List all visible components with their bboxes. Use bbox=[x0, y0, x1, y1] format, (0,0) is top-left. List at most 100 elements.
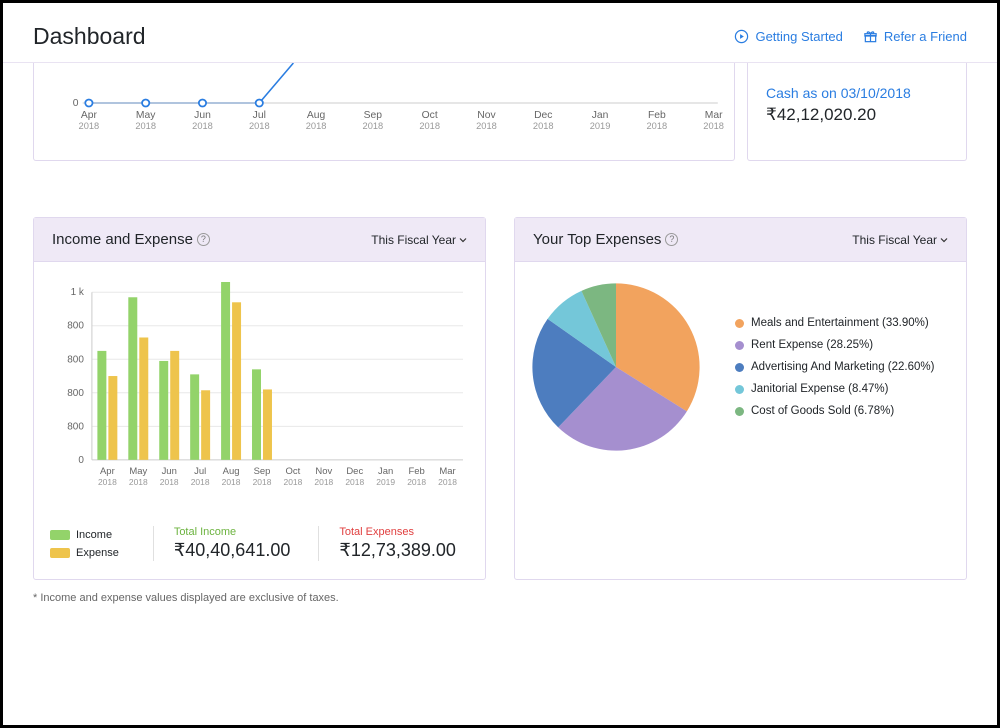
footnote: * Income and expense values displayed ar… bbox=[33, 592, 967, 604]
pie-chart bbox=[521, 272, 711, 462]
svg-text:2018: 2018 bbox=[647, 121, 668, 131]
svg-text:2018: 2018 bbox=[98, 477, 117, 487]
svg-text:2018: 2018 bbox=[314, 477, 333, 487]
top-expenses-body: Meals and Entertainment (33.90%) Rent Exp… bbox=[515, 262, 966, 472]
svg-text:Apr: Apr bbox=[100, 466, 115, 477]
getting-started-label: Getting Started bbox=[755, 29, 842, 44]
legend-expense: Expense bbox=[50, 547, 119, 559]
pie-legend-item: Cost of Goods Sold (6.78%) bbox=[735, 405, 934, 417]
svg-text:800: 800 bbox=[67, 421, 84, 432]
svg-text:May: May bbox=[129, 466, 147, 477]
top-actions: Getting Started Refer a Friend bbox=[734, 29, 967, 44]
bar-legend: Income Expense bbox=[50, 529, 125, 559]
svg-text:2018: 2018 bbox=[135, 121, 156, 131]
top-expenses-dropdown[interactable]: This Fiscal Year bbox=[852, 233, 948, 247]
refer-friend-link[interactable]: Refer a Friend bbox=[863, 29, 967, 44]
svg-text:Mar: Mar bbox=[439, 466, 455, 477]
chevron-down-icon bbox=[940, 236, 948, 244]
income-expense-body: 08008008008001 kApr2018May2018Jun2018Jul… bbox=[34, 262, 485, 579]
total-income-value: ₹40,40,641.00 bbox=[174, 540, 291, 561]
page-title: Dashboard bbox=[33, 23, 146, 50]
pie-legend-item: Advertising And Marketing (22.60%) bbox=[735, 361, 934, 373]
svg-text:2018: 2018 bbox=[283, 477, 302, 487]
svg-text:Apr: Apr bbox=[81, 110, 98, 121]
svg-text:Dec: Dec bbox=[534, 110, 552, 121]
svg-text:Nov: Nov bbox=[315, 466, 332, 477]
svg-text:2018: 2018 bbox=[345, 477, 364, 487]
svg-text:800: 800 bbox=[67, 321, 84, 332]
pie-legend-item: Janitorial Expense (8.47%) bbox=[735, 383, 934, 395]
svg-text:Jun: Jun bbox=[194, 110, 211, 121]
svg-text:2018: 2018 bbox=[363, 121, 384, 131]
svg-text:2018: 2018 bbox=[407, 477, 426, 487]
income-expense-dropdown[interactable]: This Fiscal Year bbox=[371, 233, 467, 247]
legend-label: Advertising And Marketing (22.60%) bbox=[751, 361, 934, 373]
refer-friend-label: Refer a Friend bbox=[884, 29, 967, 44]
svg-text:Oct: Oct bbox=[422, 110, 438, 121]
svg-text:2018: 2018 bbox=[476, 121, 497, 131]
help-icon[interactable]: ? bbox=[665, 233, 678, 246]
legend-dot bbox=[735, 363, 744, 372]
svg-text:Jan: Jan bbox=[592, 110, 609, 121]
legend-dot bbox=[735, 341, 744, 350]
svg-text:May: May bbox=[136, 110, 156, 121]
line-chart-card: 0Apr2018May2018Jun2018Jul2018Aug2018Sep2… bbox=[33, 63, 735, 161]
svg-text:Dec: Dec bbox=[346, 466, 363, 477]
svg-text:Sep: Sep bbox=[364, 110, 383, 121]
svg-text:2018: 2018 bbox=[129, 477, 148, 487]
income-expense-header: Income and Expense ? This Fiscal Year bbox=[34, 218, 485, 262]
svg-text:0: 0 bbox=[73, 98, 79, 109]
svg-text:2018: 2018 bbox=[419, 121, 440, 131]
bar-footer: Income Expense Total Income ₹40,40,641.0… bbox=[50, 520, 469, 561]
legend-label: Cost of Goods Sold (6.78%) bbox=[751, 405, 894, 417]
panels-row: Income and Expense ? This Fiscal Year 08… bbox=[33, 217, 967, 580]
pie-legend-item: Rent Expense (28.25%) bbox=[735, 339, 934, 351]
help-icon[interactable]: ? bbox=[197, 233, 210, 246]
svg-text:Jul: Jul bbox=[194, 466, 206, 477]
legend-income: Income bbox=[50, 529, 119, 541]
cash-value: ₹42,12,020.20 bbox=[766, 105, 948, 125]
total-income-label: Total Income bbox=[174, 526, 291, 538]
svg-text:2018: 2018 bbox=[253, 477, 272, 487]
svg-text:800: 800 bbox=[67, 388, 84, 399]
topbar: Dashboard Getting Started Refer a Friend bbox=[3, 3, 997, 63]
play-circle-icon bbox=[734, 29, 749, 44]
getting-started-link[interactable]: Getting Started bbox=[734, 29, 842, 44]
total-expense-col: Total Expenses ₹12,73,389.00 bbox=[318, 526, 456, 561]
svg-text:2018: 2018 bbox=[79, 121, 100, 131]
income-swatch bbox=[50, 530, 70, 540]
svg-text:2018: 2018 bbox=[160, 477, 179, 487]
svg-text:2018: 2018 bbox=[438, 477, 457, 487]
svg-text:Mar: Mar bbox=[705, 110, 723, 121]
bar-chart: 08008008008001 kApr2018May2018Jun2018Jul… bbox=[50, 282, 469, 502]
chevron-down-icon bbox=[459, 236, 467, 244]
cash-row: 0Apr2018May2018Jun2018Jul2018Aug2018Sep2… bbox=[33, 63, 967, 161]
svg-text:1 k: 1 k bbox=[71, 287, 84, 298]
svg-text:Oct: Oct bbox=[286, 466, 301, 477]
svg-text:2019: 2019 bbox=[590, 121, 611, 131]
pie-legend: Meals and Entertainment (33.90%) Rent Exp… bbox=[735, 317, 934, 417]
svg-text:Feb: Feb bbox=[408, 466, 424, 477]
total-expense-label: Total Expenses bbox=[339, 526, 456, 538]
pie-legend-item: Meals and Entertainment (33.90%) bbox=[735, 317, 934, 329]
legend-label: Rent Expense (28.25%) bbox=[751, 339, 873, 351]
svg-text:Aug: Aug bbox=[223, 466, 240, 477]
expense-swatch bbox=[50, 548, 70, 558]
svg-text:Jan: Jan bbox=[378, 466, 393, 477]
top-expenses-panel: Your Top Expenses ? This Fiscal Year Mea… bbox=[514, 217, 967, 580]
line-chart: 0Apr2018May2018Jun2018Jul2018Aug2018Sep2… bbox=[62, 63, 724, 138]
cash-card: Cash as on 03/10/2018 ₹42,12,020.20 bbox=[747, 63, 967, 161]
total-income-col: Total Income ₹40,40,641.00 bbox=[153, 526, 291, 561]
svg-text:2018: 2018 bbox=[533, 121, 554, 131]
svg-text:800: 800 bbox=[67, 354, 84, 365]
svg-text:Feb: Feb bbox=[648, 110, 666, 121]
legend-label: Meals and Entertainment (33.90%) bbox=[751, 317, 929, 329]
legend-dot bbox=[735, 385, 744, 394]
svg-text:Jul: Jul bbox=[253, 110, 266, 121]
legend-label: Janitorial Expense (8.47%) bbox=[751, 383, 888, 395]
svg-text:Nov: Nov bbox=[477, 110, 496, 121]
svg-text:2019: 2019 bbox=[376, 477, 395, 487]
income-expense-panel: Income and Expense ? This Fiscal Year 08… bbox=[33, 217, 486, 580]
svg-text:2018: 2018 bbox=[222, 477, 241, 487]
svg-text:Aug: Aug bbox=[307, 110, 325, 121]
